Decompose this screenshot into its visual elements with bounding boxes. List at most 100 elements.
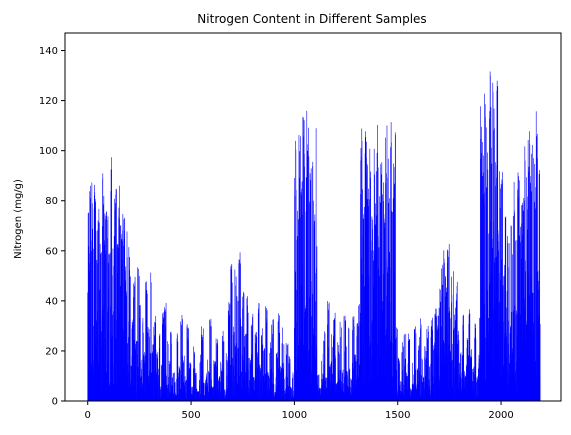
bar bbox=[307, 150, 309, 401]
bar bbox=[476, 382, 478, 401]
bar bbox=[459, 362, 461, 401]
bar bbox=[229, 303, 231, 401]
bar bbox=[386, 125, 388, 401]
bar bbox=[520, 239, 522, 401]
bar bbox=[230, 364, 231, 401]
bar bbox=[456, 281, 458, 401]
bar bbox=[112, 314, 113, 401]
bar bbox=[308, 156, 310, 401]
bar bbox=[488, 233, 490, 401]
bar bbox=[507, 236, 508, 401]
bar bbox=[116, 189, 117, 401]
x-axis-ticks: 0 500 1000 1500 2000 bbox=[85, 401, 514, 421]
bar bbox=[256, 332, 257, 401]
bar bbox=[244, 356, 245, 401]
bar bbox=[411, 390, 413, 401]
y-tick-label: 0 bbox=[52, 397, 58, 408]
bar bbox=[356, 358, 358, 401]
bar bbox=[425, 357, 427, 401]
bar bbox=[316, 246, 318, 401]
bar bbox=[353, 319, 354, 401]
bar bbox=[484, 93, 485, 401]
bar bbox=[441, 284, 443, 401]
bar bbox=[475, 338, 477, 401]
bar bbox=[238, 259, 240, 401]
bars-group bbox=[87, 71, 541, 402]
bar bbox=[447, 263, 448, 401]
bar bbox=[268, 393, 269, 401]
bar bbox=[385, 182, 387, 401]
bar bbox=[461, 355, 463, 401]
bar bbox=[305, 308, 306, 401]
bar bbox=[539, 324, 541, 401]
bar bbox=[97, 220, 99, 401]
bar bbox=[340, 337, 341, 401]
bar bbox=[505, 216, 507, 401]
bar bbox=[158, 368, 159, 401]
bar bbox=[244, 336, 246, 401]
bar bbox=[91, 203, 93, 401]
bar bbox=[276, 357, 278, 401]
bar bbox=[122, 245, 124, 401]
bar bbox=[411, 383, 413, 401]
bar bbox=[416, 369, 418, 401]
bar bbox=[182, 362, 184, 401]
bar bbox=[345, 346, 347, 401]
bar bbox=[335, 384, 337, 401]
bar bbox=[352, 317, 354, 401]
bar bbox=[133, 297, 135, 401]
bar bbox=[447, 250, 449, 401]
bar bbox=[489, 111, 490, 402]
bar bbox=[466, 338, 468, 401]
bar bbox=[241, 355, 243, 401]
bar bbox=[311, 371, 312, 401]
bar bbox=[500, 184, 502, 401]
bar bbox=[252, 313, 254, 401]
bar bbox=[282, 327, 283, 401]
bar bbox=[367, 165, 368, 401]
bar bbox=[329, 371, 330, 401]
bar bbox=[404, 334, 405, 401]
bar bbox=[298, 134, 300, 401]
bar bbox=[440, 290, 441, 401]
bar bbox=[352, 368, 354, 401]
bar bbox=[130, 365, 131, 401]
bar bbox=[92, 228, 93, 401]
bar bbox=[449, 311, 451, 401]
bar bbox=[140, 305, 141, 401]
bar bbox=[105, 253, 106, 401]
bar bbox=[313, 200, 314, 401]
bar bbox=[392, 198, 394, 401]
bar bbox=[473, 368, 474, 401]
bar bbox=[289, 359, 291, 401]
bar bbox=[106, 238, 108, 401]
bar bbox=[94, 191, 96, 401]
bar bbox=[112, 266, 114, 401]
bar bbox=[163, 329, 165, 401]
bar bbox=[525, 177, 527, 401]
bar bbox=[535, 208, 536, 401]
bar bbox=[174, 381, 176, 401]
bar bbox=[138, 268, 139, 401]
bar bbox=[394, 167, 396, 401]
bar bbox=[406, 377, 408, 401]
bar bbox=[217, 342, 219, 401]
bar bbox=[526, 324, 527, 401]
bar bbox=[431, 330, 433, 401]
bar bbox=[531, 153, 532, 401]
bar bbox=[150, 282, 152, 401]
bar bbox=[213, 360, 215, 401]
bar bbox=[384, 222, 386, 401]
bar bbox=[316, 268, 317, 401]
bar bbox=[539, 170, 541, 401]
bar bbox=[292, 378, 293, 401]
bar bbox=[256, 336, 258, 401]
bar bbox=[515, 240, 516, 401]
bar bbox=[498, 250, 499, 401]
bar bbox=[146, 293, 148, 401]
bar bbox=[137, 267, 138, 401]
bar bbox=[445, 277, 446, 401]
bar bbox=[249, 358, 250, 401]
bar bbox=[236, 296, 238, 401]
bar bbox=[350, 378, 352, 401]
